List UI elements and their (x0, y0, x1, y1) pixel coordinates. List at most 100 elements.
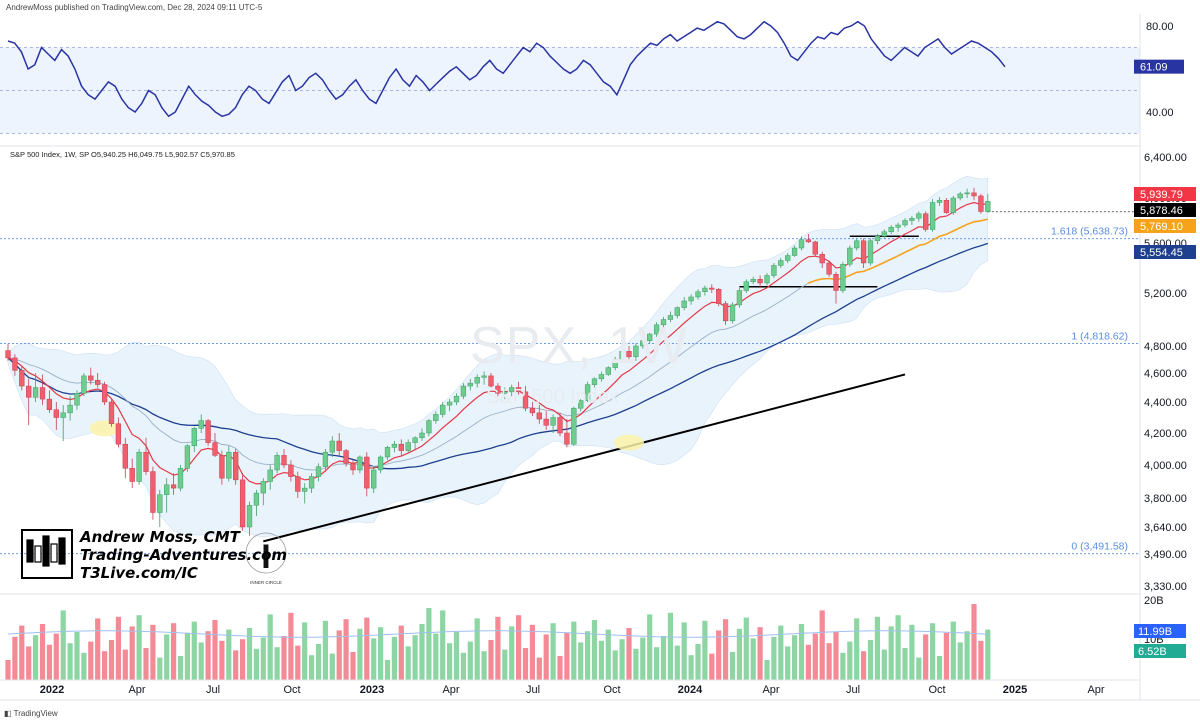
volume-bar (778, 625, 784, 680)
volume-bar (267, 614, 273, 680)
time-tick-label: 2025 (1003, 684, 1027, 696)
brand-logo-icon (21, 529, 73, 579)
volume-bar (157, 657, 163, 680)
candle-body (598, 374, 605, 380)
volume-bar (674, 645, 680, 680)
author-brand: Andrew Moss, CMT Trading-Adventures.com … (80, 528, 287, 582)
candle-body (702, 287, 708, 292)
brand-logo-frame (21, 529, 73, 579)
brand-name: Andrew Moss, CMT (80, 528, 240, 546)
price-tick-label: 4,200.00 (1144, 428, 1187, 440)
candle-body (571, 407, 577, 445)
price-marker-box (1134, 203, 1196, 217)
price-tick-label: 3,640.00 (1144, 522, 1187, 534)
candle-body (405, 442, 411, 451)
inner-circle-logo-icon: I INNER CIRCLE (245, 532, 287, 585)
candle-body (826, 262, 832, 275)
candle-body (550, 417, 556, 426)
candle-body (895, 224, 901, 228)
volume-bar (750, 638, 756, 680)
candle-body (867, 240, 874, 264)
candle-body (446, 401, 453, 406)
candle-body (584, 384, 591, 401)
candle-body (874, 236, 881, 241)
volume-bar (357, 628, 363, 680)
volume-bar (5, 660, 11, 680)
volume-bar (681, 622, 687, 680)
candle-body (198, 420, 204, 429)
inner-circle-caption: INNER CIRCLE (250, 580, 282, 585)
candle-body (605, 367, 611, 375)
candle-body (226, 451, 232, 479)
volume-bar (695, 644, 701, 680)
volume-bar (295, 645, 301, 680)
volume-ma-line (7, 630, 988, 638)
volume-marker-label: 11.99B (1138, 626, 1172, 638)
symbol-ohlc-legend[interactable]: S&P 500 Index, 1W, SP O5,940.25 H6,049.7… (10, 150, 235, 159)
candle-body (5, 350, 11, 359)
candle-body (971, 192, 977, 197)
volume-bar (212, 620, 218, 680)
brand-logo-candle (26, 539, 34, 563)
candle-body (626, 351, 632, 358)
candle-body (578, 400, 584, 409)
candle-body (460, 385, 467, 397)
candle-body (716, 289, 722, 304)
candle-body (219, 455, 225, 479)
volume-bar (930, 623, 936, 680)
price-marker-box (1134, 219, 1196, 233)
volume-bar (53, 633, 59, 680)
volume-bar (509, 626, 515, 680)
volume-bar (502, 649, 508, 680)
volume-bar (164, 634, 170, 680)
volume-bar (950, 621, 956, 680)
candle-body (785, 255, 791, 261)
candle-body (364, 456, 370, 489)
volume-bar (171, 623, 177, 680)
volume-bar (177, 656, 184, 680)
candle-body (260, 481, 266, 494)
volume-bar (226, 629, 232, 680)
rsi-line (7, 20, 1006, 118)
candle-body (81, 375, 87, 394)
volume-bar (723, 619, 729, 680)
inner-circle-letter: I (261, 538, 270, 576)
candle-body (281, 455, 287, 466)
candle-body (764, 275, 770, 284)
volume-bar (233, 650, 239, 680)
time-tick-label: Jul (846, 684, 860, 696)
time-tick-label: Oct (283, 684, 300, 696)
volume-bar (433, 633, 439, 680)
candle-body (660, 319, 667, 326)
candle-body (122, 443, 128, 469)
candle-body (384, 447, 391, 458)
volume-bar (881, 649, 887, 680)
price-marker-box (1134, 245, 1196, 259)
rsi-tick-label: 80.00 (1146, 21, 1174, 33)
volume-bar (46, 644, 52, 680)
candle-body (833, 274, 839, 291)
candle-body (633, 345, 639, 358)
candle-body (916, 213, 922, 219)
volume-bar (488, 640, 494, 680)
candle-body (729, 304, 736, 322)
volume-bar (88, 641, 94, 680)
tradingview-logo-icon: ◧ (4, 709, 14, 718)
volume-bar (702, 620, 708, 680)
volume-bar (329, 653, 335, 680)
candle-body (653, 324, 660, 335)
candle-body (978, 195, 984, 212)
candle-body (736, 290, 743, 306)
volume-bar (909, 624, 915, 680)
volume-bar (516, 615, 522, 680)
candle-body (695, 291, 701, 298)
rsi-marker-label: 61.09 (1140, 62, 1168, 74)
volume-bar (371, 638, 377, 680)
candle-body (88, 375, 94, 381)
volume-bar (419, 624, 425, 680)
tradingview-footer[interactable]: ◧ TradingView (4, 709, 58, 718)
price-marker-label: 5,878.46 (1140, 205, 1183, 217)
candle-body (791, 247, 798, 256)
fib-level-label: 0 (3,491.58) (1071, 541, 1128, 553)
volume-bar (861, 651, 867, 680)
